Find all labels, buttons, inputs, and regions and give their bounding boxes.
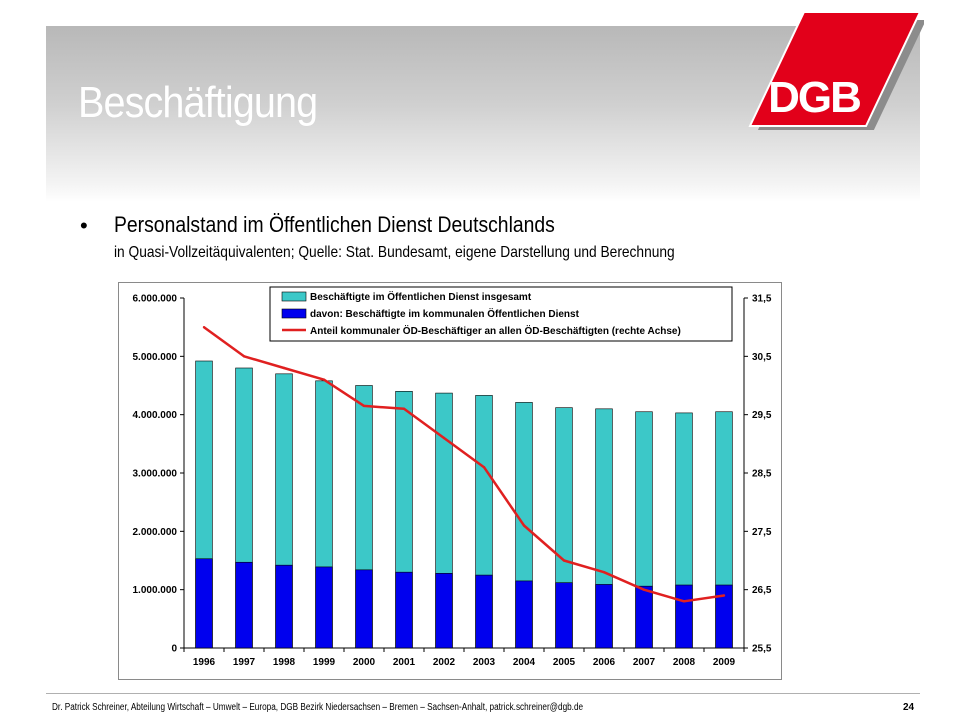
- y-left-tick-label: 2.000.000: [133, 527, 178, 538]
- share-line: [203, 326, 725, 603]
- y-left-tick-label: 6.000.000: [133, 294, 178, 305]
- y-right-tick-label: 27,5: [752, 527, 772, 538]
- chart-line: [202, 325, 726, 603]
- x-tick-label: 2008: [673, 657, 696, 668]
- bar-municipal: [555, 582, 573, 649]
- share-point: [322, 378, 326, 381]
- share-point: [722, 594, 726, 597]
- share-point: [202, 325, 206, 329]
- legend-label-share: Anteil kommunaler ÖD-Beschäftiger an all…: [310, 324, 681, 337]
- x-tick-label: 2005: [553, 657, 576, 668]
- bullet-marker: •: [80, 213, 88, 238]
- slide-title: Beschäftigung: [78, 78, 318, 127]
- y-right-tick-label: 26,5: [752, 585, 772, 596]
- y-right-tick-label: 31,5: [752, 294, 772, 305]
- share-point: [442, 436, 446, 440]
- x-tick-label: 2001: [393, 657, 416, 668]
- chart-bars: [195, 360, 733, 649]
- footer-divider: [46, 693, 920, 694]
- bullet-heading: Personalstand im Öffentlichen Dienst Deu…: [114, 212, 555, 237]
- legend-label-municipal: davon: Beschäftigte im kommunalen Öffent…: [310, 307, 580, 320]
- x-tick-label: 1997: [233, 657, 256, 668]
- bar-municipal: [595, 584, 613, 649]
- x-tick-label: 2006: [593, 657, 616, 668]
- page-number: 24: [903, 702, 915, 713]
- x-tick-label: 1998: [273, 657, 296, 668]
- share-point: [362, 404, 366, 408]
- share-point: [682, 600, 686, 603]
- bar-municipal: [435, 573, 453, 649]
- dgb-logo: DGB: [748, 11, 924, 130]
- x-tick-label: 2004: [513, 657, 536, 668]
- bar-municipal: [235, 561, 253, 649]
- y-right-tick-label: 25,5: [752, 644, 772, 655]
- legend-swatch-municipal: [281, 308, 307, 319]
- bar-municipal: [515, 580, 533, 649]
- x-tick-label: 2000: [353, 657, 376, 668]
- y-right-tick-label: 28,5: [752, 469, 772, 480]
- x-tick-label: 1999: [313, 657, 336, 668]
- share-point: [242, 355, 246, 358]
- share-point: [562, 559, 566, 562]
- bar-municipal: [675, 584, 693, 649]
- share-point: [282, 366, 286, 370]
- x-tick-label: 2003: [473, 657, 496, 668]
- x-tick-label: 1996: [193, 657, 216, 668]
- y-right-tick-label: 30,5: [752, 352, 772, 363]
- y-right-tick-label: 29,5: [752, 410, 772, 421]
- legend-label-total: Beschäftigte im Öffentlichen Dienst insg…: [310, 290, 532, 303]
- share-point: [642, 588, 646, 591]
- share-point: [602, 570, 606, 574]
- bar-municipal: [635, 585, 653, 649]
- bar-municipal: [355, 569, 373, 649]
- share-point: [482, 465, 486, 469]
- y-left-tick-label: 1.000.000: [133, 585, 178, 596]
- share-point: [522, 524, 526, 527]
- x-tick-label: 2009: [713, 657, 736, 668]
- y-left-tick-label: 4.000.000: [133, 410, 178, 421]
- bar-municipal: [195, 558, 213, 649]
- y-left-tick-label: 0: [171, 644, 177, 655]
- x-tick-label: 2007: [633, 657, 656, 668]
- bullet-subtitle: in Quasi-Vollzeitäquivalenten; Quelle: S…: [114, 244, 675, 261]
- bar-municipal: [715, 584, 733, 649]
- y-left-tick-label: 3.000.000: [133, 469, 178, 480]
- employment-chart: 0 1.000.000 2.000.000 3.000.000 4.000.000 5.0…: [133, 286, 772, 668]
- legend-swatch-total: [281, 291, 307, 302]
- bar-municipal: [475, 574, 493, 649]
- share-point: [402, 407, 406, 411]
- bar-municipal: [275, 564, 293, 649]
- chart-legend: Beschäftigte im Öffentlichen Dienst insg…: [269, 286, 733, 342]
- bar-municipal: [315, 566, 333, 649]
- bar-municipal: [395, 571, 413, 649]
- logo-text: DGB: [768, 73, 860, 122]
- footer-text: Dr. Patrick Schreiner, Abteilung Wirtsch…: [52, 702, 584, 713]
- legend-box: [269, 286, 733, 342]
- logo-red-shape: [748, 11, 922, 127]
- y-left-tick-label: 5.000.000: [133, 352, 178, 363]
- x-tick-label: 2002: [433, 657, 456, 668]
